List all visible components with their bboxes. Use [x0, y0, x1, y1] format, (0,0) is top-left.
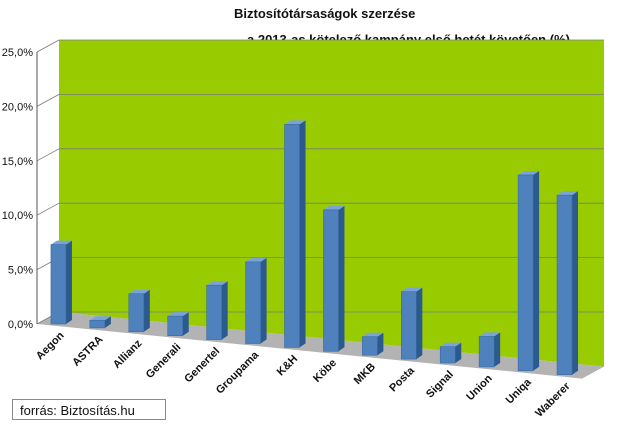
- bar-side: [338, 205, 345, 352]
- bar-top: [440, 342, 462, 347]
- bar: [439, 342, 462, 364]
- bar-top: [323, 205, 345, 210]
- bar-top: [557, 191, 579, 196]
- bar-front: [128, 293, 145, 333]
- bar-front: [167, 315, 184, 336]
- gridline-depth: [36, 39, 60, 53]
- x-tick-label: Groupama: [214, 349, 262, 397]
- gridline-depth: [36, 94, 60, 107]
- bars: [50, 120, 579, 375]
- bar: [362, 332, 384, 356]
- bar-top: [479, 332, 501, 337]
- bar-front: [401, 291, 417, 360]
- bar-side: [182, 312, 189, 336]
- y-tick-label: 0,0%: [8, 319, 33, 331]
- bar-front: [50, 244, 67, 325]
- bar-top: [50, 240, 72, 245]
- bar-side: [455, 342, 462, 363]
- bar: [284, 120, 306, 348]
- gridline-depth: [36, 202, 60, 216]
- bar-front: [362, 336, 378, 356]
- bar: [128, 289, 150, 333]
- x-tick-label: K&H: [275, 353, 300, 378]
- y-tick-label: 20,0%: [2, 101, 33, 113]
- bar-front: [517, 174, 534, 372]
- bar-side: [143, 289, 150, 332]
- bar-top: [245, 257, 267, 262]
- bar-side: [104, 316, 111, 328]
- gridline-depth: [36, 148, 60, 162]
- bar-front: [556, 194, 573, 375]
- x-tick-label: MKB: [352, 361, 378, 387]
- x-tick-label: Uniqa: [504, 376, 535, 407]
- bar: [517, 170, 540, 372]
- x-tick-label: Köbe: [311, 357, 339, 385]
- bar-front: [245, 261, 261, 344]
- x-tick-label: Waberer: [533, 380, 573, 420]
- bar-top: [401, 287, 423, 292]
- bar: [478, 332, 501, 368]
- x-tick-label: Posta: [387, 364, 417, 394]
- bar: [206, 281, 228, 340]
- bar-side: [416, 287, 423, 360]
- bar-front: [284, 124, 300, 348]
- source-note: forrás: Biztosítás.hu: [12, 399, 166, 420]
- bar-side: [221, 281, 228, 340]
- bar: [245, 257, 267, 344]
- chart-title: Biztosítótársaságok szerzése: [234, 6, 416, 21]
- y-tick-label: 15,0%: [2, 156, 33, 168]
- bar: [401, 287, 423, 360]
- x-tick-label: Signal: [424, 369, 456, 401]
- bar-top: [167, 312, 189, 317]
- bar-side: [377, 332, 384, 356]
- x-tick-label: Union: [464, 372, 495, 403]
- y-tick-label: 10,0%: [2, 210, 33, 222]
- bar-top: [362, 332, 384, 337]
- bar-front: [478, 336, 495, 368]
- y-tick-label: 25,0%: [2, 47, 33, 59]
- bar-side: [533, 170, 540, 371]
- bar-top: [518, 170, 540, 175]
- y-tick-label: 5,0%: [8, 265, 33, 277]
- x-tick-label: Genertel: [182, 345, 222, 385]
- bar: [323, 205, 345, 352]
- y-axis-ticks: 0,0% 5,0% 10,0% 15,0% 20,0% 25,0%: [2, 47, 33, 331]
- bar: [556, 191, 579, 375]
- bar-front: [206, 284, 222, 340]
- bar-front: [439, 346, 456, 364]
- bar-side: [65, 240, 72, 324]
- x-tick-label: Allianz: [111, 337, 145, 371]
- x-tick-label: ASTRA: [70, 333, 105, 368]
- bar: [167, 312, 189, 336]
- bar-top: [128, 289, 150, 294]
- bar-front: [323, 209, 339, 352]
- bar: [50, 240, 72, 325]
- bar-top: [89, 316, 111, 321]
- bar-side: [572, 191, 579, 375]
- bar-front: [89, 319, 106, 329]
- bar-side: [260, 257, 267, 344]
- x-tick-label: Aegon: [34, 329, 67, 362]
- x-tick-label: Generali: [144, 341, 184, 381]
- bar-top: [206, 281, 228, 286]
- bar: [89, 316, 111, 329]
- bar-top: [284, 120, 306, 125]
- bar-side: [494, 332, 501, 367]
- bar-side: [299, 120, 306, 348]
